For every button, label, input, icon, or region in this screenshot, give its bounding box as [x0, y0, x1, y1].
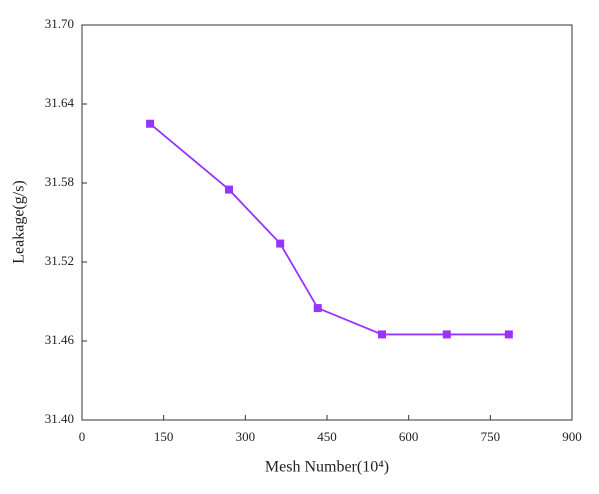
y-tick-label: 31.46 [45, 332, 75, 347]
y-tick-label: 31.52 [45, 253, 74, 268]
data-point [504, 330, 513, 339]
data-point [225, 185, 233, 194]
x-tick-label: 300 [236, 429, 256, 444]
y-tick-label: 31.40 [45, 411, 74, 426]
y-tick-label: 31.70 [45, 16, 74, 31]
y-tick-label: 31.64 [45, 95, 75, 110]
x-axis-title: Mesh Number(10⁴) [265, 459, 389, 476]
data-point [313, 304, 322, 313]
x-tick-label: 900 [562, 429, 582, 444]
x-tick-label: 750 [481, 429, 501, 444]
x-tick-label: 0 [79, 429, 86, 444]
y-tick-label: 31.58 [45, 174, 74, 189]
data-point [377, 330, 386, 339]
y-axis-title: Leakage(g/s) [11, 180, 28, 264]
plot-frame [81, 24, 573, 421]
x-tick-label: 150 [154, 429, 174, 444]
data-point [146, 119, 155, 128]
data-point [276, 239, 285, 248]
x-tick-label: 450 [317, 429, 337, 444]
x-tick-label: 600 [399, 429, 419, 444]
series-line [149, 123, 509, 336]
data-point [442, 330, 451, 339]
